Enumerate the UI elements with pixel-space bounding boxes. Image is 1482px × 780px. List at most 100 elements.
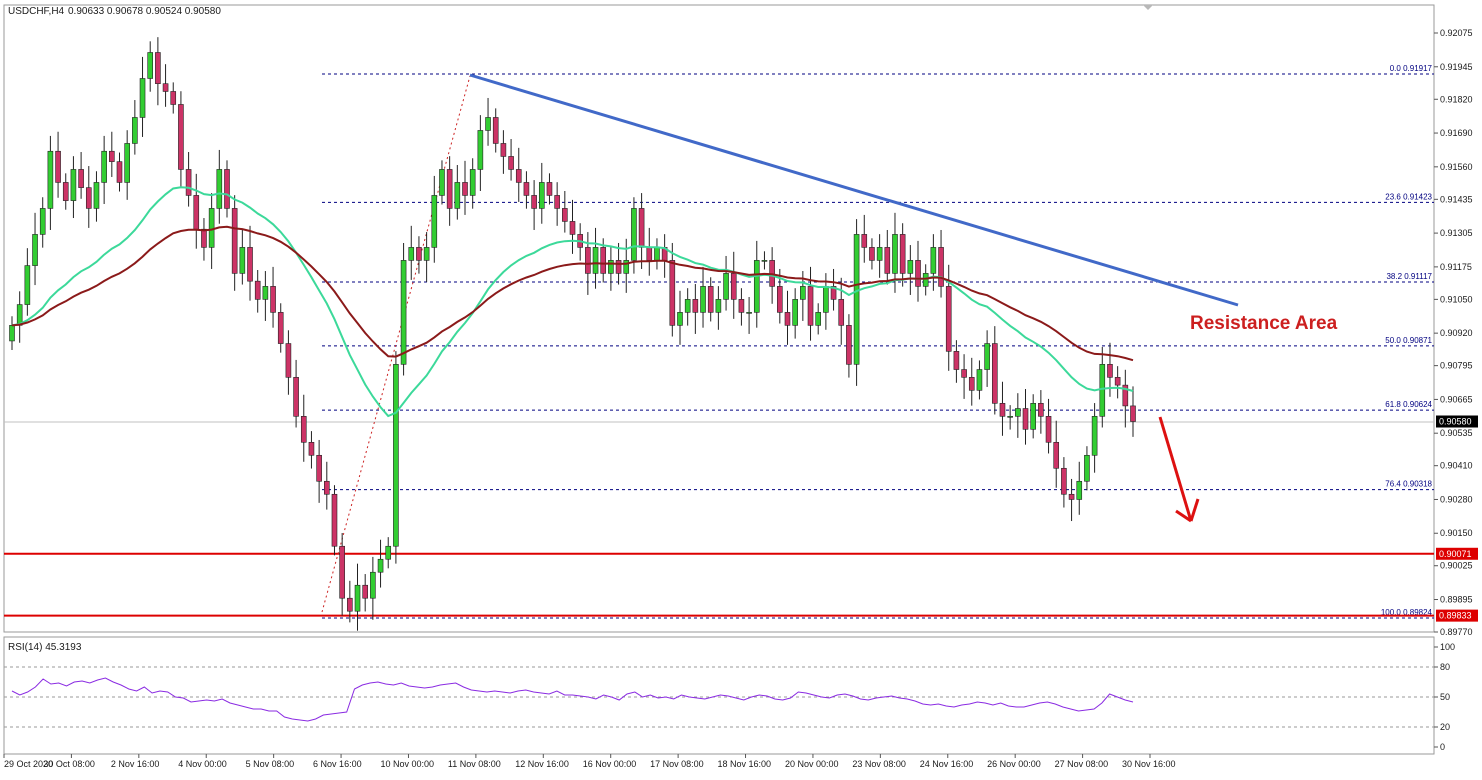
candle-body xyxy=(1045,416,1052,443)
shift-marker-icon[interactable] xyxy=(1143,5,1153,10)
candle-body xyxy=(1122,384,1129,407)
candle-body xyxy=(876,247,883,261)
candle-body xyxy=(362,584,368,599)
candle-body xyxy=(569,221,576,235)
candle-body xyxy=(953,351,960,370)
candle-body xyxy=(1030,403,1036,430)
candle-body xyxy=(308,441,315,456)
candle-body xyxy=(991,343,998,404)
time-tick-label: 29 Oct 2020 xyxy=(4,759,53,769)
candle-body xyxy=(393,364,399,547)
time-tick-label: 26 Nov 00:00 xyxy=(987,759,1041,769)
candle-body xyxy=(623,260,630,274)
candle-body xyxy=(1068,493,1075,500)
candle-body xyxy=(707,286,714,313)
candle-body xyxy=(746,312,752,314)
candle-body xyxy=(692,299,699,313)
candle-body xyxy=(615,260,622,274)
candle-body xyxy=(400,260,407,365)
support-price-tag xyxy=(1436,547,1478,560)
candle-body xyxy=(247,247,253,282)
fibonacci-layer: 0.0 0.91917 23.6 0.91423 38.2 0.91117 50.0 … xyxy=(322,64,1434,619)
candle-body xyxy=(1076,480,1083,500)
fib-level-label: 50.0 0.90871 xyxy=(1385,336,1432,345)
candle-body xyxy=(178,104,184,170)
candle-body xyxy=(477,130,484,170)
fib-level-label: 38.2 0.91117 xyxy=(1386,272,1432,281)
candle-body xyxy=(608,260,614,274)
candle-body xyxy=(347,597,353,612)
price-tick-label: 0.89895 xyxy=(1440,595,1473,605)
candle-body xyxy=(508,156,514,170)
candle-body xyxy=(892,234,898,274)
price-tick-label: 0.89770 xyxy=(1440,627,1473,637)
candle-body xyxy=(838,299,845,326)
candle-body xyxy=(869,247,875,261)
time-tick-label: 16 Nov 00:00 xyxy=(583,759,637,769)
current-price-tag-label: 0.90580 xyxy=(1439,417,1472,427)
price-tick-label: 0.90150 xyxy=(1440,528,1473,538)
candle-body xyxy=(485,117,491,131)
candle-body xyxy=(47,150,54,209)
time-tick-label: 12 Nov 16:00 xyxy=(515,759,569,769)
candle-body xyxy=(155,52,161,84)
candle-body xyxy=(968,377,975,391)
time-tick-label: 20 Nov 00:00 xyxy=(785,759,839,769)
candle-body xyxy=(370,571,376,599)
candle-body xyxy=(945,286,952,352)
candle-body xyxy=(224,169,230,209)
candle-body xyxy=(700,286,706,313)
candle-body xyxy=(354,584,361,612)
candle-body xyxy=(753,260,760,313)
candle-body xyxy=(631,208,637,261)
time-tick-label: 27 Nov 08:00 xyxy=(1055,759,1109,769)
candle-body xyxy=(738,299,745,313)
price-tick-label: 0.90410 xyxy=(1440,461,1473,471)
candle-body xyxy=(938,247,944,287)
candle-body xyxy=(638,208,645,248)
candle-body xyxy=(201,228,207,248)
candle-body xyxy=(316,454,322,482)
candle-body xyxy=(339,545,345,599)
price-tick-label: 0.91050 xyxy=(1440,294,1473,304)
candle-body xyxy=(39,208,46,235)
time-tick-label: 18 Nov 16:00 xyxy=(718,759,772,769)
candle-body xyxy=(277,312,284,344)
time-tick-label: 24 Nov 16:00 xyxy=(920,759,974,769)
rsi-line xyxy=(11,677,1134,722)
price-tick-label: 0.91305 xyxy=(1440,228,1473,238)
moving-average-slow-line xyxy=(11,225,1134,362)
candle-body xyxy=(884,247,891,274)
candle-body xyxy=(454,182,461,209)
rsi-pane-frame xyxy=(3,636,1435,755)
rsi-axis: 100 80 50 20 0 xyxy=(1434,642,1455,752)
candle-body xyxy=(546,182,553,196)
candle-body xyxy=(439,169,445,196)
candle-body xyxy=(293,377,299,417)
candle-body xyxy=(523,182,530,196)
price-tags: 0.90071 0.89833 0.90580 xyxy=(1436,415,1478,622)
candle-body xyxy=(85,187,92,209)
candle-body xyxy=(416,247,422,261)
rsi-levels xyxy=(4,666,1434,728)
candle-body xyxy=(999,403,1006,417)
candle-body xyxy=(1114,377,1121,386)
price-tick-label: 0.91690 xyxy=(1440,128,1473,138)
candle-body xyxy=(815,312,821,326)
candle-body xyxy=(93,182,100,209)
candle-body xyxy=(147,52,154,79)
candle-body xyxy=(262,286,269,300)
candle-body xyxy=(70,169,77,201)
candle-body xyxy=(684,299,691,313)
candle-body xyxy=(231,208,238,274)
current-price-tag xyxy=(1436,415,1478,428)
resistance-area-label: Resistance Area xyxy=(1190,313,1338,334)
candle-body xyxy=(1022,408,1029,430)
candle-body xyxy=(216,169,223,209)
candle-body xyxy=(55,150,61,183)
descending-trendline[interactable] xyxy=(469,73,1239,307)
candle-body xyxy=(554,195,560,209)
candle-body xyxy=(32,234,38,266)
